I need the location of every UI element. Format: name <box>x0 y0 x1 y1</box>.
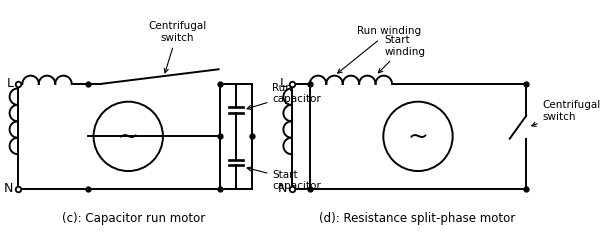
Text: Centrifugal
switch: Centrifugal switch <box>532 100 601 126</box>
Text: ~: ~ <box>408 124 429 148</box>
Text: Start
winding: Start winding <box>379 35 426 73</box>
Text: Centrifugal
switch: Centrifugal switch <box>149 21 206 73</box>
Text: (c): Capacitor run motor: (c): Capacitor run motor <box>62 212 205 225</box>
Text: L: L <box>6 77 13 90</box>
Text: Run winding: Run winding <box>338 26 421 73</box>
Text: Start
capacitor: Start capacitor <box>247 167 321 191</box>
Text: Run
capacitor: Run capacitor <box>247 83 321 110</box>
Text: N: N <box>278 182 287 195</box>
Text: (d): Resistance split-phase motor: (d): Resistance split-phase motor <box>318 212 515 225</box>
Text: L: L <box>280 77 287 90</box>
Text: ~: ~ <box>118 124 138 148</box>
Text: N: N <box>4 182 13 195</box>
